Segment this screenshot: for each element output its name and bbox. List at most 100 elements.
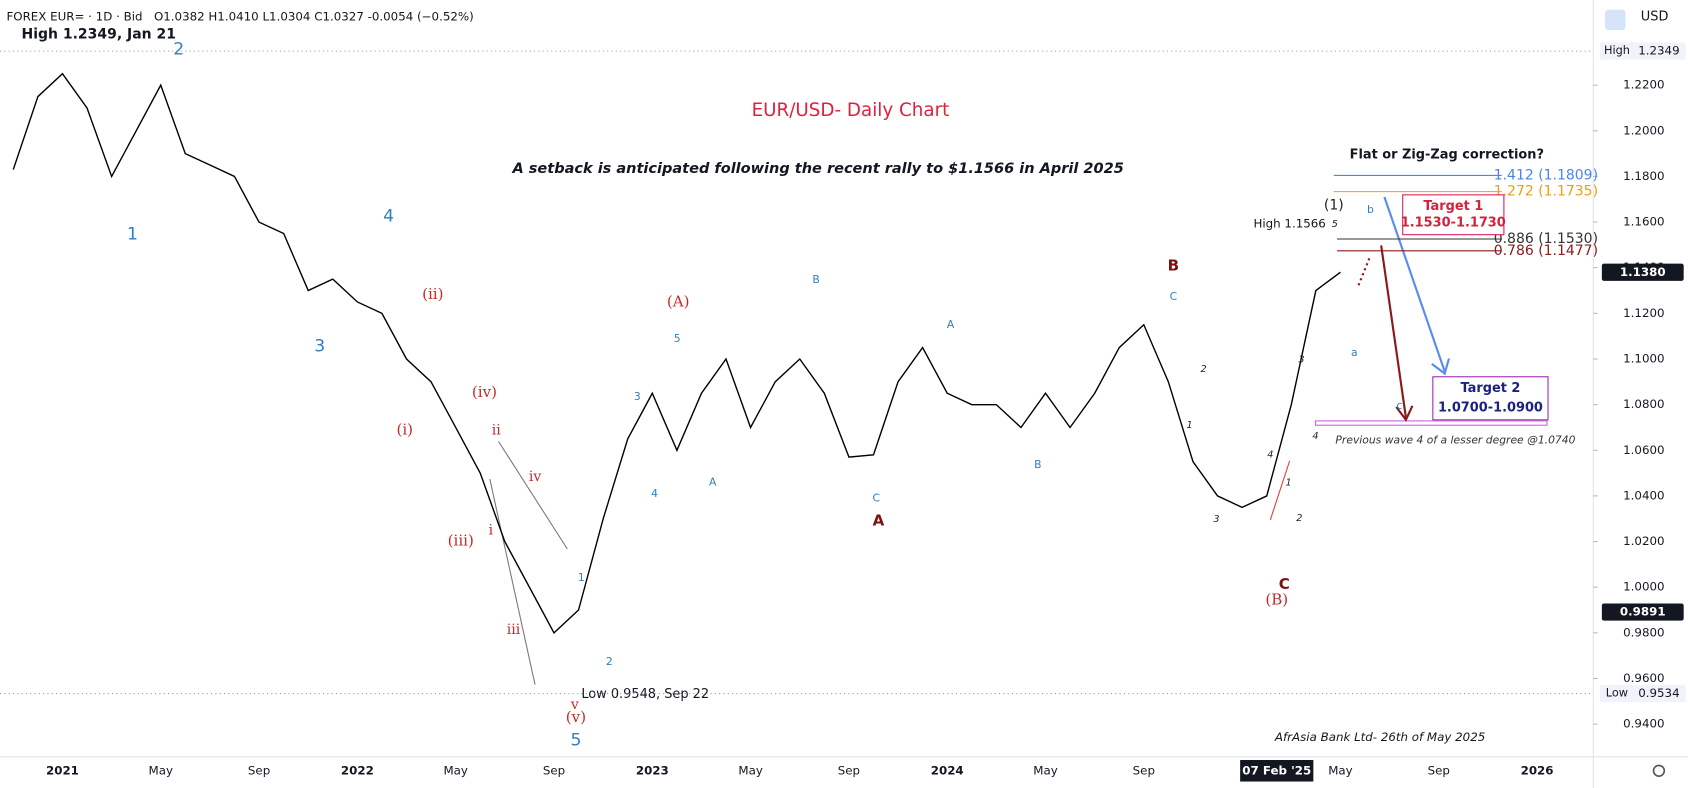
wave-label: 2	[606, 655, 613, 668]
x-tick-label: Sep	[1428, 763, 1450, 777]
x-tick-label: Sep	[248, 763, 270, 777]
wave-label: 4	[651, 487, 658, 500]
x-tick-label: 2026	[1521, 763, 1554, 777]
wave-label: 3	[634, 390, 641, 403]
marker-value: 1.1380	[1620, 265, 1666, 279]
wave-label: B	[1168, 256, 1179, 274]
wave-label: iv	[529, 469, 541, 485]
chart-subtitle: A setback is anticipated following the r…	[511, 161, 1123, 177]
recent-high-note: High 1.1566	[1254, 216, 1326, 230]
arrow-head	[1395, 405, 1414, 422]
wave-label: v	[570, 697, 579, 713]
x-tick-label: May	[738, 763, 762, 777]
high-note: High 1.2349, Jan 21	[22, 26, 176, 42]
chart-title: EUR/USD- Daily Chart	[752, 100, 950, 121]
wave-label: 5	[1332, 219, 1338, 230]
low-note: Low 0.9548, Sep 22	[581, 687, 709, 702]
currency[interactable]: USD	[1641, 10, 1669, 25]
wave-label: b	[1367, 203, 1374, 216]
wave-label: (B)	[1265, 591, 1288, 609]
y-tick-label: 1.1200	[1623, 306, 1664, 320]
y-tick-label: 1.0200	[1623, 534, 1664, 548]
x-tick-label: May	[1033, 763, 1057, 777]
wave-label: 3	[1298, 355, 1304, 366]
wave-label: (iii)	[448, 531, 474, 549]
arrow	[1380, 245, 1407, 418]
wave-label: (v)	[566, 708, 586, 726]
x-tick-label: Sep	[543, 763, 565, 777]
wave-label: C	[873, 491, 881, 504]
x-tick-label: May	[149, 763, 173, 777]
wave-label: A	[873, 512, 885, 530]
marker-value: 1.2349	[1638, 44, 1679, 58]
y-tick-label: 1.0000	[1623, 580, 1664, 594]
gear-icon[interactable]	[1652, 764, 1666, 777]
wave-label: 1	[1186, 420, 1192, 431]
wave-label: (iv)	[472, 383, 497, 401]
wave-label: 3	[314, 337, 325, 357]
symbol: FOREX EUR= · 1D · Bid	[6, 10, 142, 24]
wave-label: c	[1397, 399, 1403, 412]
y-tick-label: 1.1600	[1623, 215, 1664, 229]
wave-label: (1)	[1324, 198, 1344, 214]
marker-value: 0.9534	[1638, 686, 1679, 700]
crosshair-badge	[1240, 760, 1314, 782]
trendline	[497, 441, 568, 550]
marker-name: Low	[1606, 687, 1628, 700]
wave-label: i	[489, 523, 494, 539]
y-tick-label: 1.0600	[1623, 443, 1664, 457]
target-title: Target 1	[1423, 199, 1483, 214]
wave-label: 2	[1296, 513, 1302, 524]
x-tick-label: Sep	[838, 763, 860, 777]
price-marker	[1601, 263, 1684, 281]
wave-label: 5	[570, 731, 581, 751]
wave-label: 4	[1312, 431, 1318, 442]
wave-label: 2	[1200, 364, 1206, 375]
x-tick-label: 2022	[341, 763, 374, 777]
question: Flat or Zig-Zag correction?	[1350, 148, 1544, 163]
target-box	[1432, 376, 1549, 421]
wave-label: A	[709, 475, 717, 488]
wave-label: B	[812, 273, 819, 286]
support-zone	[1314, 420, 1548, 426]
wave-label: 3	[1213, 514, 1219, 525]
wave-label: 5	[674, 332, 681, 345]
target-box	[1402, 194, 1505, 236]
target-range: 1.1530-1.1730	[1401, 215, 1506, 230]
y-tick-label: 1.2000	[1623, 123, 1664, 137]
source: AfrAsia Bank Ltd- 26th of May 2025	[1274, 730, 1485, 744]
y-tick-label: 1.0400	[1623, 488, 1664, 502]
price-marker	[1599, 42, 1686, 60]
fib-label: 0.886 (1.1530)	[1494, 231, 1598, 247]
y-tick-label: 0.9600	[1623, 671, 1664, 685]
y-tick-label: 1.0800	[1623, 397, 1664, 411]
ohlc: O1.0382 H1.0410 L1.0304 C1.0327 -0.0054 …	[154, 10, 474, 24]
x-tick-label: May	[1328, 763, 1352, 777]
wave-label: C	[1279, 575, 1290, 593]
wave-label: (A)	[667, 292, 690, 310]
wave-label: 1	[127, 225, 138, 245]
wave-label: 4	[1267, 449, 1273, 460]
x-tick-label: Sep	[1133, 763, 1155, 777]
marker-name: High	[1604, 44, 1630, 57]
wave-label: (ii)	[422, 285, 443, 303]
target-title: Target 2	[1461, 381, 1521, 396]
settings-icon[interactable]	[1605, 9, 1626, 31]
wave-label: B	[1034, 458, 1041, 471]
y-tick-label: 0.9800	[1623, 625, 1664, 639]
y-tick-label: 1.2200	[1623, 78, 1664, 92]
x-tick-label: 2023	[636, 763, 669, 777]
wave-label: 4	[383, 206, 394, 226]
wave-label: a	[1351, 346, 1358, 359]
wave-label: (i)	[396, 421, 413, 439]
wave-label: 1	[578, 571, 585, 584]
wave-label: ii	[492, 423, 501, 439]
y-tick-label: 1.1800	[1623, 169, 1664, 183]
arrow	[1383, 196, 1446, 372]
x-tick-label: 2024	[931, 763, 964, 777]
wave-label: C	[1170, 290, 1178, 303]
y-tick-label: 1.1000	[1623, 351, 1664, 365]
wave-label: A	[947, 318, 955, 331]
